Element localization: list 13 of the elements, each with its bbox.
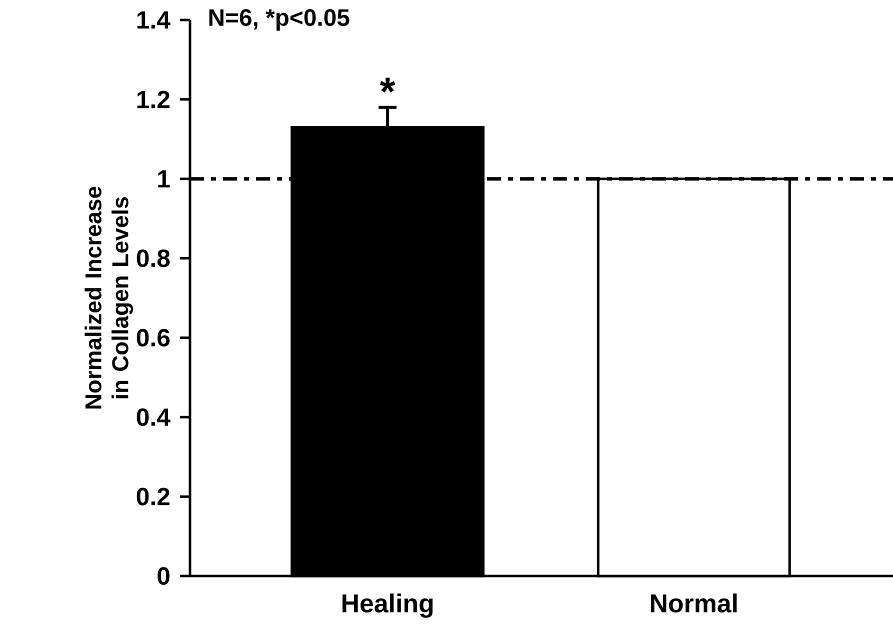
x-tick-label: Healing	[342, 594, 433, 618]
y-axis-title: Normalized Increase in Collagen Levels	[84, 186, 134, 409]
y-tick-label: 1.2	[137, 90, 170, 108]
y-tick-label: 0	[158, 567, 170, 585]
x-tick-label: Normal	[651, 594, 737, 613]
annotation: *	[380, 78, 396, 93]
y-tick-label: 0.2	[136, 488, 170, 506]
y-tick-label: 0.8	[136, 249, 170, 268]
y-tick-label: 1	[158, 170, 170, 188]
y-tick-label: 1.4	[137, 11, 170, 29]
y-tick-label: 0.4	[136, 408, 170, 426]
y-tick-label: 0.6	[136, 328, 170, 347]
annotation: N=6, *p<0.05	[209, 9, 350, 31]
